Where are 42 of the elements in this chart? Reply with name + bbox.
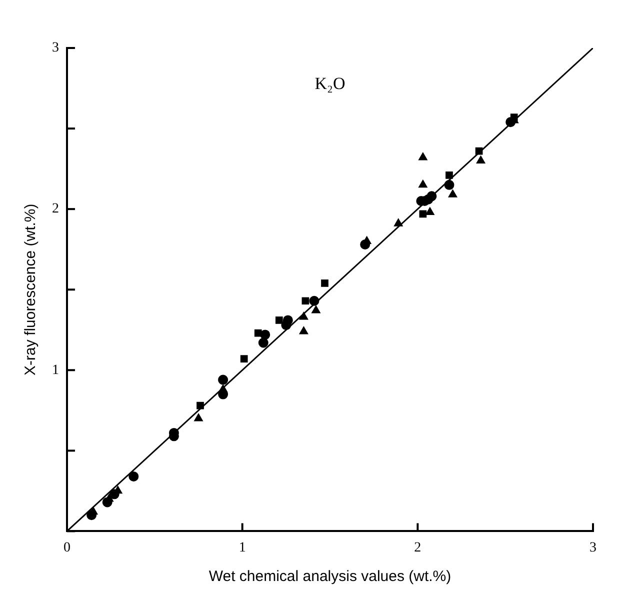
point — [419, 210, 427, 218]
point — [218, 389, 228, 400]
y-tick-label: 3 — [52, 40, 59, 56]
point — [102, 497, 112, 508]
x-tick-label: 0 — [64, 540, 70, 556]
point — [240, 355, 248, 363]
point — [444, 180, 454, 190]
point — [299, 326, 308, 334]
point — [282, 315, 293, 326]
point — [446, 172, 453, 179]
point — [260, 330, 270, 340]
point — [128, 471, 139, 482]
x-axis-title: Wet chemical analysis values (wt.%) — [208, 568, 452, 586]
x-tick-label: 3 — [590, 540, 596, 556]
point — [360, 240, 370, 250]
point — [476, 156, 486, 164]
point — [426, 207, 434, 216]
point — [194, 413, 203, 422]
point — [418, 180, 428, 188]
point — [321, 279, 328, 287]
point — [448, 190, 458, 198]
point — [506, 117, 516, 128]
point — [312, 306, 320, 314]
point — [86, 510, 97, 520]
point — [302, 297, 310, 305]
point — [418, 152, 428, 160]
y-axis-title: X-ray fluorescence (wt.%) — [22, 204, 40, 376]
point — [218, 374, 228, 385]
point — [258, 338, 268, 348]
x-tick-label: 2 — [414, 540, 422, 556]
point — [475, 147, 483, 155]
y-tick-label: 1 — [52, 362, 59, 378]
y-tick-label: 2 — [52, 202, 59, 217]
point — [299, 312, 308, 320]
point — [309, 296, 320, 306]
point — [109, 489, 120, 500]
text: K₂O — [314, 74, 346, 93]
point — [394, 218, 403, 226]
point — [275, 316, 283, 324]
x-tick-label: 1 — [238, 540, 246, 556]
point — [426, 191, 437, 202]
point — [196, 402, 204, 410]
